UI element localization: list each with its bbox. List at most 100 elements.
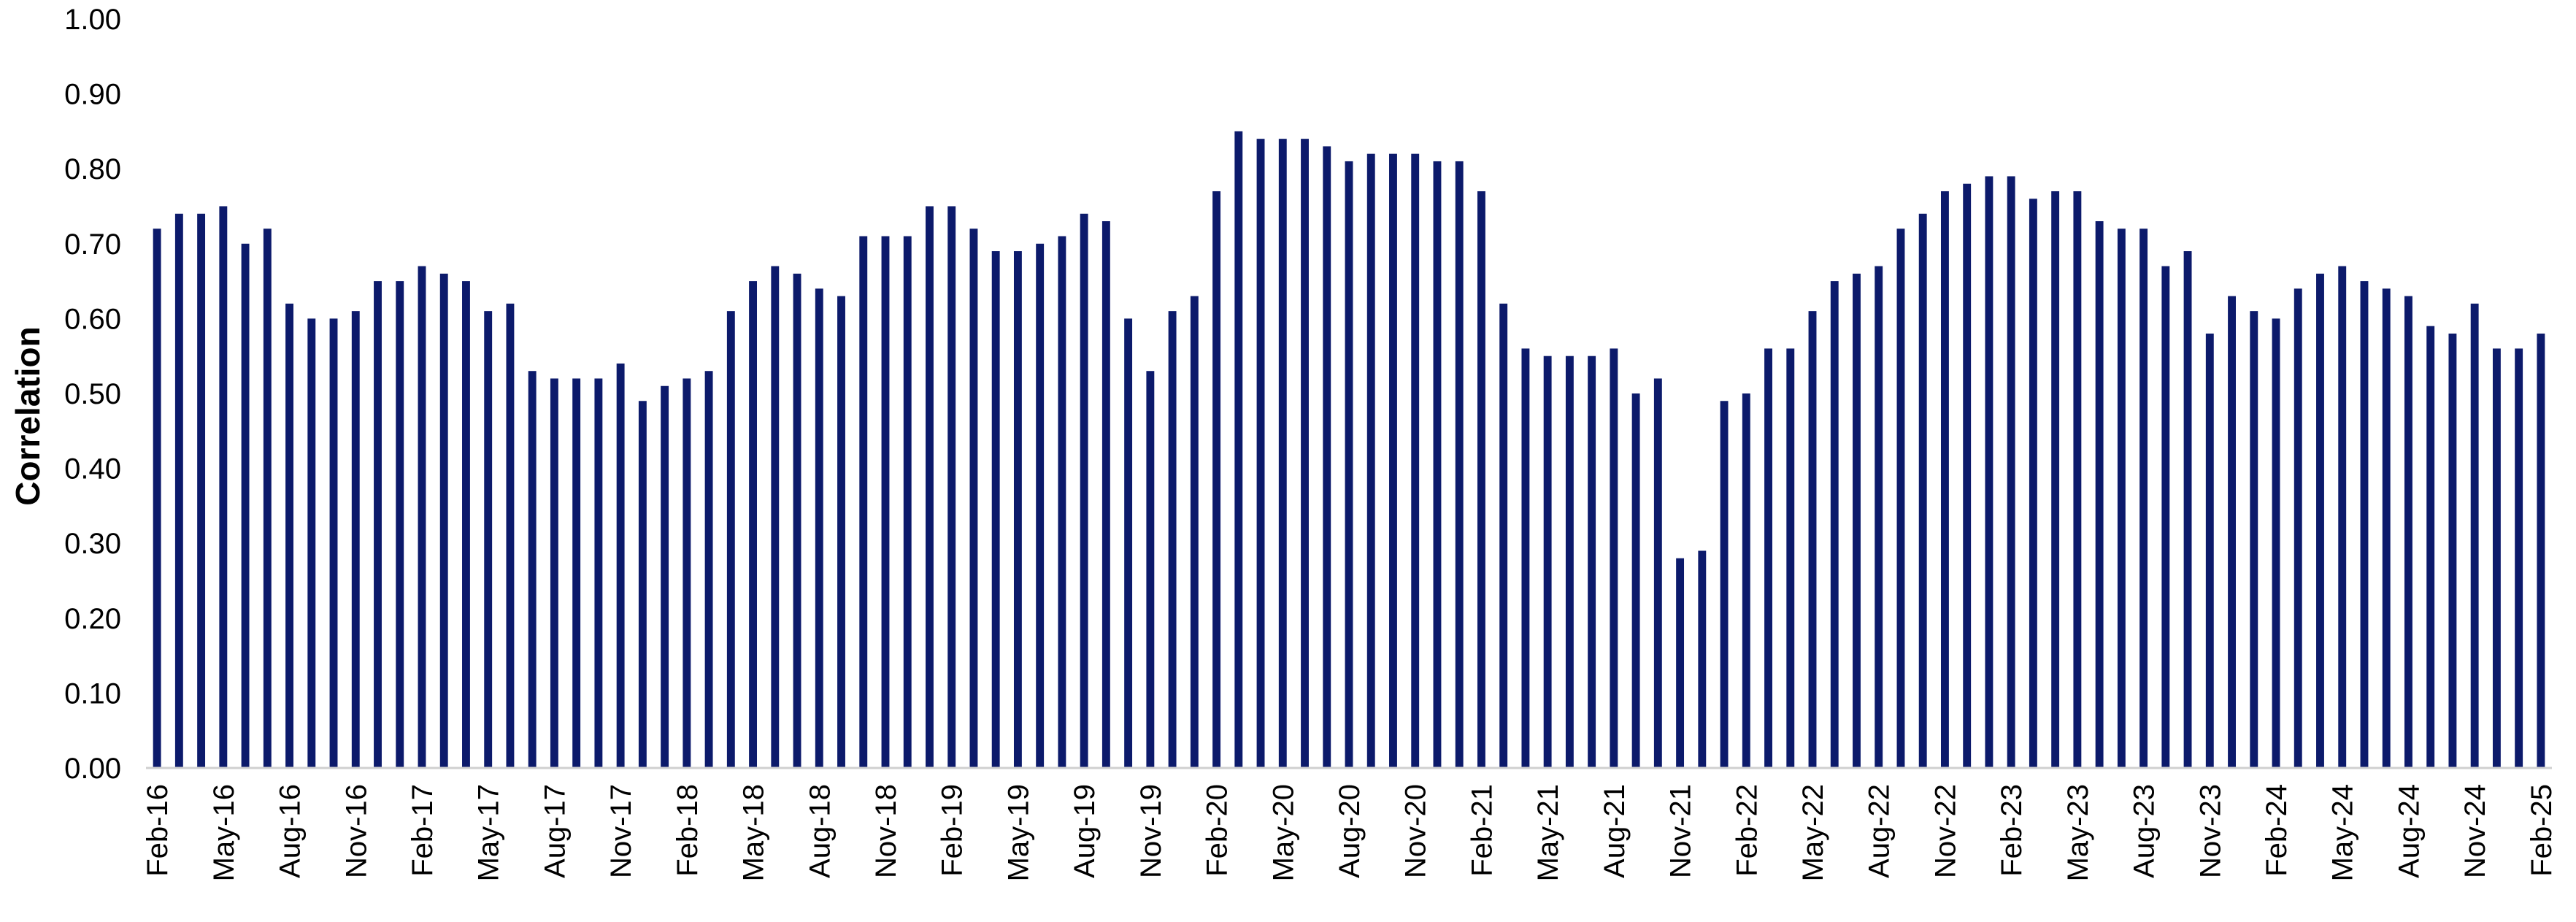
bar-Aug-23 xyxy=(2139,228,2148,768)
bar-Apr-18 xyxy=(726,311,735,768)
bar-Jan-19 xyxy=(926,206,934,768)
x-tick-label: Feb-22 xyxy=(1731,784,1763,877)
bar-Jan-18 xyxy=(661,385,669,768)
bar-Nov-19 xyxy=(1146,371,1155,769)
bar-May-23 xyxy=(2073,191,2082,769)
bar-Oct-22 xyxy=(1918,213,1927,768)
bar-Jun-20 xyxy=(1301,139,1309,768)
x-tick-label: May-20 xyxy=(1267,784,1299,881)
bar-Feb-22 xyxy=(1742,393,1750,768)
bar-Oct-23 xyxy=(2183,251,2192,768)
bar-Feb-19 xyxy=(947,206,956,768)
bar-Dec-23 xyxy=(2228,296,2236,768)
bar-Feb-17 xyxy=(418,266,426,769)
bar-Mar-17 xyxy=(439,273,448,769)
x-tick-label: Feb-24 xyxy=(2261,784,2293,877)
bar-Feb-16 xyxy=(153,228,161,768)
y-tick-label: 1.00 xyxy=(64,4,121,36)
bar-Aug-16 xyxy=(285,303,293,768)
bar-Oct-19 xyxy=(1124,318,1133,768)
bar-Jul-22 xyxy=(1853,273,1861,769)
bar-Nov-16 xyxy=(351,311,360,768)
bar-Jun-17 xyxy=(506,303,515,768)
x-tick-label: Aug-17 xyxy=(539,784,571,878)
bar-Feb-23 xyxy=(2007,176,2015,768)
bar-Dec-17 xyxy=(638,401,647,768)
x-tick-label: Aug-21 xyxy=(1599,784,1631,878)
bar-Jul-19 xyxy=(1058,236,1066,768)
bar-May-17 xyxy=(484,311,493,768)
bar-Aug-21 xyxy=(1610,348,1618,768)
bar-Mar-16 xyxy=(174,213,183,768)
bar-Sep-24 xyxy=(2426,326,2435,768)
bar-Jan-22 xyxy=(1720,401,1729,768)
bar-Jun-16 xyxy=(241,243,250,768)
bar-Oct-20 xyxy=(1389,153,1397,768)
bar-Nov-18 xyxy=(881,236,890,768)
bar-Jan-17 xyxy=(396,281,404,769)
bar-Dec-18 xyxy=(903,236,912,768)
y-axis-ticks: 0.00 0.10 0.20 0.30 0.40 0.50 0.60 0.70 0.80 0.90… xyxy=(64,4,121,785)
x-tick-label: Feb-16 xyxy=(142,784,174,877)
bar-Aug-20 xyxy=(1345,161,1353,768)
x-tick-label: Feb-21 xyxy=(1466,784,1498,877)
bar-Apr-23 xyxy=(2051,191,2060,769)
x-tick-label: Nov-24 xyxy=(2459,784,2491,878)
bar-Sep-22 xyxy=(1896,228,1905,768)
bar-Mar-20 xyxy=(1234,131,1243,768)
x-tick-label: Nov-17 xyxy=(605,784,637,878)
x-tick-label: Feb-20 xyxy=(1202,784,1234,877)
bar-Aug-17 xyxy=(550,378,558,768)
x-tick-label: Aug-22 xyxy=(1864,784,1896,878)
bar-Apr-17 xyxy=(462,281,470,769)
bar-Apr-21 xyxy=(1521,348,1530,768)
bar-Sep-17 xyxy=(572,378,581,768)
bar-Aug-18 xyxy=(815,288,823,768)
bar-Jul-20 xyxy=(1323,146,1331,769)
x-tick-label: May-17 xyxy=(473,784,505,881)
bar-Apr-22 xyxy=(1786,348,1795,768)
bar-Nov-20 xyxy=(1411,153,1420,768)
y-tick-label: 0.90 xyxy=(64,79,121,111)
bar-Jan-23 xyxy=(1985,176,1993,768)
bar-May-16 xyxy=(219,206,228,768)
bar-Nov-17 xyxy=(616,363,625,769)
bar-Mar-19 xyxy=(969,228,978,768)
y-tick-label: 0.30 xyxy=(64,528,121,560)
bar-Apr-16 xyxy=(197,213,206,768)
bar-Sep-21 xyxy=(1631,393,1640,768)
bar-Aug-24 xyxy=(2404,296,2412,768)
y-tick-label: 0.00 xyxy=(64,753,121,785)
x-tick-label: Feb-19 xyxy=(937,784,969,877)
y-tick-label: 0.20 xyxy=(64,603,121,635)
x-tick-label: Nov-18 xyxy=(870,784,902,878)
bar-Jul-16 xyxy=(263,228,272,768)
y-tick-label: 0.80 xyxy=(64,153,121,185)
bar-Oct-24 xyxy=(2448,333,2457,768)
bar-Jun-24 xyxy=(2360,281,2369,769)
x-tick-label: Feb-23 xyxy=(1996,784,2028,877)
bar-Jan-24 xyxy=(2250,311,2258,768)
bar-Jul-21 xyxy=(1588,356,1596,768)
bars xyxy=(153,131,2545,769)
x-tick-label: Nov-16 xyxy=(340,784,372,878)
bar-Nov-21 xyxy=(1676,558,1685,768)
bar-Jan-25 xyxy=(2515,348,2523,768)
bar-Jul-24 xyxy=(2382,288,2391,768)
x-tick-label: Feb-18 xyxy=(672,784,704,877)
bar-Aug-19 xyxy=(1080,213,1088,768)
bar-Oct-18 xyxy=(859,236,868,768)
x-tick-label: Nov-23 xyxy=(2194,784,2226,878)
bar-Aug-22 xyxy=(1875,266,1883,769)
bar-Dec-21 xyxy=(1698,550,1707,768)
bar-Oct-16 xyxy=(329,318,338,768)
x-tick-label: Feb-17 xyxy=(407,784,439,877)
y-tick-label: 0.10 xyxy=(64,677,121,710)
y-tick-label: 0.40 xyxy=(64,453,121,485)
x-tick-label: May-22 xyxy=(1797,784,1829,881)
x-tick-label: Nov-21 xyxy=(1665,784,1697,878)
bar-Sep-19 xyxy=(1101,221,1110,768)
bar-Sep-20 xyxy=(1366,153,1375,768)
